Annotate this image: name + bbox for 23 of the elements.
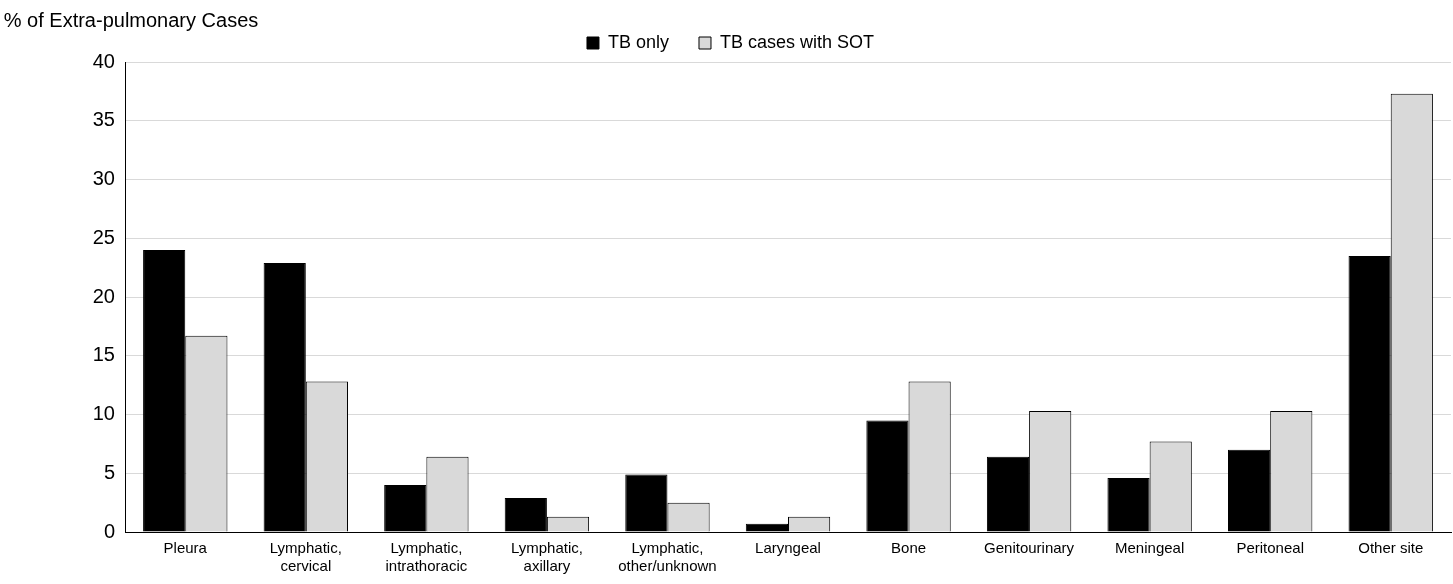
- y-tick-label: 5: [103, 460, 115, 483]
- y-tick-label: 20: [92, 284, 115, 307]
- x-tick-label: Genitourinary: [984, 539, 1075, 557]
- x-tick-label: Lymphatic, other/unknown: [618, 539, 717, 575]
- y-tick-label: 40: [92, 49, 115, 72]
- y-tick-label: 35: [92, 108, 115, 131]
- y-tick-label: 25: [92, 225, 115, 248]
- legend-label: TB cases with SOT: [719, 31, 875, 52]
- x-tick-label: Other site: [1358, 539, 1424, 557]
- y-tick-label: 0: [103, 519, 115, 542]
- x-tick-label: Lymphatic, axillary: [510, 539, 583, 575]
- y-tick-label: 15: [92, 343, 115, 366]
- legend-label: TB only: [607, 31, 669, 52]
- y-axis-title: % of Extra-pulmonary Cases: [2, 8, 260, 32]
- x-tick-label: Meningeal: [1115, 539, 1185, 557]
- x-tick-label: Lymphatic, intrathoracic: [385, 539, 468, 575]
- x-tick-label: Lymphatic, cervical: [269, 539, 342, 575]
- x-tick-label: Bone: [891, 539, 927, 557]
- y-tick-label: 30: [92, 167, 115, 190]
- x-tick-label: Peritoneal: [1236, 539, 1304, 557]
- x-tick-label: Pleura: [163, 539, 208, 557]
- x-tick-label: Laryngeal: [755, 539, 821, 557]
- y-tick-label: 10: [92, 402, 115, 425]
